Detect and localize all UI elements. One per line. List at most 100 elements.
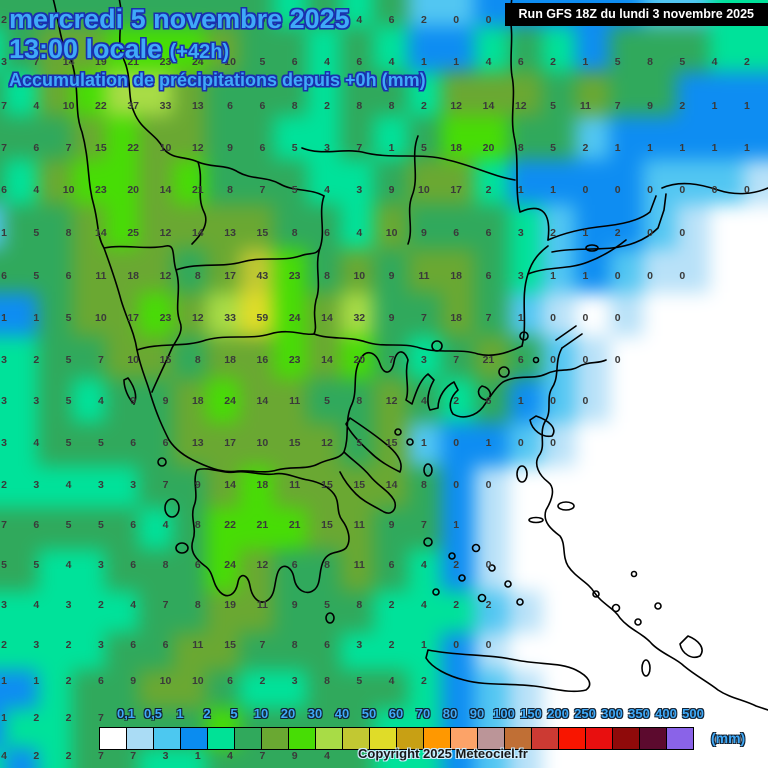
precip-value: 1	[1, 675, 7, 687]
precip-value: 2	[65, 639, 72, 651]
field-cell	[743, 248, 768, 295]
field-cell	[71, 748, 108, 768]
field-cell	[206, 292, 242, 339]
precip-value: 1	[743, 100, 750, 112]
precip-value: 6	[324, 227, 330, 239]
precip-value: 23	[95, 184, 107, 196]
field-cell	[542, 292, 578, 339]
precip-value: 8	[194, 270, 201, 282]
island-samos	[557, 501, 575, 511]
field-cell	[407, 748, 444, 768]
precip-value: 7	[65, 142, 72, 154]
precip-value: 6	[130, 559, 137, 571]
field-cell	[273, 670, 309, 716]
legend-threshold: 200	[547, 706, 569, 721]
precip-value: 7	[388, 354, 395, 366]
field-cell	[0, 708, 7, 755]
field-cell	[138, 422, 175, 469]
field-cell	[239, 549, 276, 596]
precip-value: 1	[420, 56, 427, 68]
precip-value: 15	[256, 227, 269, 239]
field-cell	[340, 292, 377, 339]
island-limnos	[477, 385, 492, 401]
precip-value: 2	[259, 675, 266, 687]
legend-color-cell	[397, 727, 424, 750]
field-cell	[206, 115, 242, 162]
precip-value: 7	[259, 184, 266, 196]
island-cyclades-8	[504, 580, 512, 588]
legend-threshold: 5	[230, 706, 238, 721]
field-cell	[71, 422, 108, 469]
precip-value: 8	[194, 519, 201, 531]
copyright-link[interactable]: Copyright 2025 Meteociel.fr	[358, 746, 528, 761]
island-thasos	[431, 340, 443, 352]
field-cell	[709, 115, 746, 162]
field-cell	[4, 72, 41, 118]
precip-value: 9	[291, 599, 298, 611]
field-cell	[508, 590, 545, 637]
precip-value: 4	[97, 395, 104, 407]
field-cell	[4, 292, 41, 339]
precip-value: 2	[679, 100, 686, 112]
precip-value: 13	[191, 437, 204, 449]
field-cell	[374, 466, 410, 512]
field-cell	[676, 248, 713, 295]
legend-color-cell	[505, 727, 532, 750]
precip-value: 10	[159, 142, 172, 154]
field-cell	[609, 549, 645, 596]
legend-threshold: 90	[469, 706, 485, 721]
field-cell	[575, 26, 612, 73]
island-samothrace	[498, 366, 510, 378]
precip-value: 5	[65, 395, 72, 407]
legend-unit: (mm)	[711, 730, 746, 746]
field-cell	[676, 26, 713, 73]
precip-value: 3	[1, 354, 7, 366]
field-cell	[474, 748, 511, 768]
precip-value: 1	[582, 56, 589, 68]
precip-value: 13	[191, 100, 204, 112]
island-sporades-2	[406, 438, 414, 446]
field-cell	[206, 590, 242, 637]
island-rhodes	[679, 635, 703, 659]
field-cell	[306, 336, 343, 382]
precip-value: 8	[194, 354, 201, 366]
precip-value: 9	[388, 519, 395, 531]
field-cell	[306, 466, 343, 512]
precip-value: 8	[227, 184, 234, 196]
field-cell	[374, 549, 410, 596]
precip-value: 0	[550, 395, 557, 407]
strait-dardanelles	[555, 325, 583, 349]
border-bulgaria-turkey	[527, 239, 627, 275]
precip-value: 9	[162, 395, 169, 407]
precip-value: 15	[95, 142, 107, 154]
field-cell	[709, 708, 746, 755]
precip-value: 6	[291, 559, 298, 571]
precip-value: 5	[356, 675, 363, 687]
precip-value: 4	[420, 559, 427, 571]
precip-value: 2	[97, 599, 104, 611]
field-cell	[306, 292, 343, 339]
precip-value: 4	[711, 56, 718, 68]
precip-value: 20	[127, 184, 140, 196]
field-cell	[474, 204, 511, 250]
precip-value: 6	[162, 437, 169, 449]
field-cell	[743, 336, 768, 382]
field-cell	[743, 72, 768, 118]
legend-threshold: 10	[253, 706, 269, 721]
field-cell	[138, 26, 175, 73]
field-cell	[306, 590, 343, 637]
precip-value: 0	[550, 354, 557, 366]
precip-value: 24	[224, 559, 236, 571]
field-cell	[340, 204, 377, 250]
field-cell	[239, 72, 276, 118]
precip-value: 1	[517, 395, 524, 407]
precip-value: 2	[65, 750, 72, 762]
precip-value: 1	[711, 142, 718, 154]
legend-color-cell	[181, 727, 208, 750]
field-cell	[676, 159, 713, 206]
field-cell	[38, 507, 74, 554]
field-cell	[474, 336, 511, 382]
precip-value: 12	[256, 559, 269, 571]
field-cell	[71, 549, 108, 596]
